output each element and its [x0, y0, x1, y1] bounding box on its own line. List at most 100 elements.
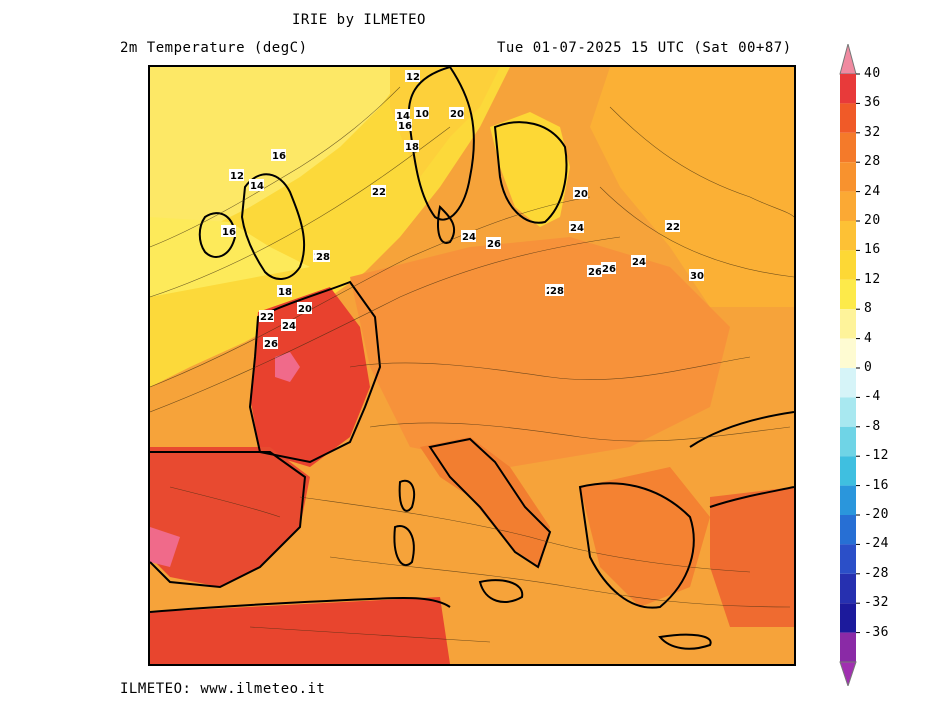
svg-text:26: 26: [264, 339, 278, 350]
temperature-value-label: 12: [229, 169, 244, 182]
svg-text:16: 16: [398, 121, 412, 132]
temperature-value-label: 14: [395, 109, 410, 122]
colorbar-segment: [840, 368, 856, 398]
baltic-coast: [493, 121, 568, 224]
italy-coast: [428, 437, 552, 569]
colorbar-segment: [840, 191, 856, 221]
svg-text:26: 26: [487, 239, 501, 250]
italy-warm-zone: [420, 437, 550, 567]
svg-text:18: 18: [405, 142, 419, 153]
colorbar-level-label: -32: [864, 595, 889, 611]
temperature-value-label: 30: [689, 269, 704, 282]
sicily-coast: [478, 579, 524, 603]
temperature-value-label: 24: [631, 255, 646, 268]
svg-text:22: 22: [260, 312, 274, 323]
temperature-value-labels: 1214101618202224262816121416182022242628…: [221, 70, 704, 350]
ireland-sea-zone: [150, 217, 310, 297]
svg-text:20: 20: [298, 304, 312, 315]
colorbar-segment: [840, 544, 856, 574]
temperature-value-label: 24: [281, 319, 296, 332]
colorbar-segment: [840, 309, 856, 339]
svg-text:24: 24: [570, 223, 584, 234]
denmark-coast: [437, 204, 456, 244]
colorbar-segment: [840, 515, 856, 545]
temperature-value-label: 10: [414, 107, 429, 120]
svg-text:24: 24: [632, 257, 646, 268]
colorbar-level-label: -8: [864, 418, 881, 434]
france-coast: [248, 280, 382, 464]
colorbar-level-label: -36: [864, 624, 889, 640]
temperature-value-label: 28: [315, 250, 330, 263]
colorbar-segment: [840, 221, 856, 251]
colorbar-level-label: 0: [864, 360, 873, 375]
colorbar-level-label: 4: [864, 330, 873, 346]
colorbar-segment: [840, 632, 856, 662]
temperature-value-label: 18: [404, 140, 419, 153]
corsica-coast: [398, 479, 416, 512]
colorbar-level-label: 28: [864, 154, 881, 170]
colorbar-segment: [840, 426, 856, 457]
colorbar-segment: [840, 103, 856, 133]
temperature-value-label: 20: [573, 187, 588, 200]
colorbar-level-label: -4: [864, 389, 881, 405]
colorbar-level-label: -28: [864, 565, 889, 581]
temperature-value-label: 26: [263, 337, 278, 350]
svg-text:12: 12: [406, 72, 420, 83]
temperature-map[interactable]: 1214101618202224262816121416182022242628…: [148, 65, 796, 666]
colorbar-level-label: -12: [864, 448, 889, 464]
svg-text:18: 18: [278, 287, 292, 298]
svg-text:20: 20: [450, 109, 464, 120]
sardinia-coast: [393, 525, 415, 566]
scandinavia-coast: [407, 67, 475, 221]
colorbar-level-label: -16: [864, 477, 889, 493]
iberia-extreme-spot: [150, 527, 180, 567]
balkans-coast: [578, 482, 695, 609]
temperature-value-label: 16: [221, 225, 236, 238]
svg-text:14: 14: [250, 181, 264, 192]
colorbar-segment: [840, 338, 856, 368]
svg-text:26: 26: [602, 264, 616, 275]
colorbar-level-label: 32: [864, 124, 881, 140]
temperature-value-label: 20: [449, 107, 464, 120]
central-europe-warm-zone: [350, 237, 730, 467]
great-britain-coast: [240, 173, 306, 280]
svg-text:16: 16: [222, 227, 236, 238]
temperature-value-label: 12: [405, 70, 420, 83]
temperature-value-label: 18: [277, 285, 292, 298]
colorbar-bottom-arrow: [839, 661, 857, 688]
north-africa-hot-zone: [150, 597, 450, 664]
svg-text:16: 16: [272, 151, 286, 162]
colorbar-level-label: 20: [864, 213, 881, 228]
map-canvas: 1214101618202224262816121416182022242628…: [150, 67, 794, 664]
balkans-warm-zone: [580, 467, 710, 607]
north-africa-coast: [150, 596, 451, 613]
temperature-value-label: 24: [569, 221, 584, 234]
footer-credit: ILMETEO: www.ilmeteo.it: [120, 681, 326, 697]
temperature-value-label: 14: [249, 179, 264, 192]
turkey-warm-zone: [710, 487, 794, 627]
variable-label: 2m Temperature (degC): [120, 40, 308, 56]
crete-coast: [658, 633, 712, 650]
russia-cooler-zone: [590, 67, 794, 307]
temperature-value-label: 20: [297, 302, 312, 315]
colorbar-segment: [840, 132, 856, 163]
temperature-value-label: 22: [259, 310, 274, 323]
colorbar-level-label: 16: [864, 242, 881, 258]
iberia-coast: [150, 451, 307, 589]
colorbar-level-label: 12: [864, 271, 881, 287]
temperature-value-label: 24: [461, 230, 476, 243]
colorbar-level-label: 24: [864, 183, 881, 199]
svg-text:12: 12: [230, 171, 244, 182]
temperature-colorbar: [836, 42, 876, 688]
temperature-value-label: 26: [486, 237, 501, 250]
temperature-value-label: 22: [371, 185, 386, 198]
svg-text:26: 26: [588, 267, 602, 278]
temperature-value-label: 28: [549, 284, 564, 297]
colorbar-segment: [840, 279, 856, 310]
temperature-value-label: 26: [601, 262, 616, 275]
france-extreme-spot: [275, 352, 300, 382]
colorbar-segment: [840, 250, 856, 280]
colorbar-top-arrow: [839, 42, 857, 75]
ireland-coast: [198, 212, 237, 258]
colorbar-level-label: 8: [864, 301, 873, 317]
